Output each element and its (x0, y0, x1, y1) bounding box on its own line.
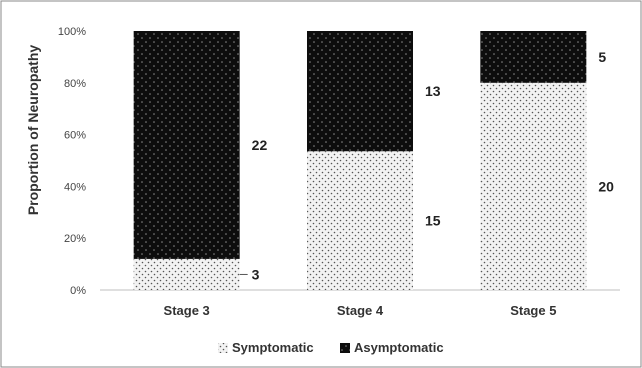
y-tick-label: 40% (64, 181, 86, 193)
legend-label-symptomatic: Symptomatic (232, 340, 314, 355)
data-label-asymptomatic: 13 (425, 83, 441, 99)
x-tick-label: Stage 3 (164, 303, 210, 318)
legend-swatch-asymptomatic (340, 343, 350, 353)
bar-asymptomatic (133, 31, 240, 259)
bar-asymptomatic (480, 31, 587, 83)
data-label-asymptomatic: 5 (598, 49, 606, 65)
y-tick-label: 60% (64, 130, 86, 142)
x-tick-label: Stage 5 (510, 303, 556, 318)
y-tick-label: 20% (64, 233, 86, 245)
data-label-symptomatic: 3 (252, 266, 260, 282)
bar-symptomatic (307, 151, 413, 290)
y-tick-label: 80% (64, 78, 86, 90)
bar-asymptomatic (307, 31, 413, 152)
legend-swatch-symptomatic (218, 343, 228, 353)
legend: Symptomatic Asymptomatic (218, 340, 444, 355)
data-label-symptomatic: 15 (425, 213, 441, 229)
y-tick-label: 0% (70, 285, 86, 297)
data-label-symptomatic: 20 (598, 178, 614, 194)
legend-label-asymptomatic: Asymptomatic (354, 340, 444, 355)
y-tick-label: 100% (58, 26, 86, 38)
bar-symptomatic (133, 258, 240, 290)
bar-symptomatic (480, 82, 587, 290)
data-label-asymptomatic: 22 (252, 137, 268, 153)
x-tick-label: Stage 4 (337, 303, 384, 318)
y-axis-label: Proportion of Neuropathy (25, 45, 41, 216)
